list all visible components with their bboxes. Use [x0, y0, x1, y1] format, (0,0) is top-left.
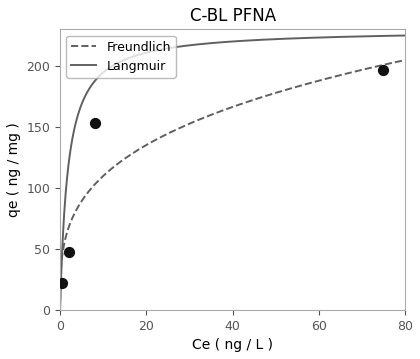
- Point: [91, 120, 98, 126]
- Freundlich: [93, 182, 98, 186]
- Title: C-BL PFNA: C-BL PFNA: [189, 7, 276, 25]
- X-axis label: Ce ( ng / L ): Ce ( ng / L ): [192, 338, 273, 352]
- Langmuir: [294, 36, 299, 41]
- Langmuir: [197, 42, 202, 46]
- Freundlich: [58, 299, 63, 303]
- Freundlich: [333, 74, 338, 79]
- Langmuir: [402, 33, 407, 38]
- Langmuir: [327, 35, 332, 39]
- Langmuir: [93, 78, 98, 83]
- Langmuir: [58, 307, 63, 312]
- Y-axis label: qe ( ng / mg ): qe ( ng / mg ): [7, 122, 21, 217]
- Line: Freundlich: Freundlich: [60, 60, 405, 301]
- Point: [66, 250, 72, 255]
- Legend: Freundlich, Langmuir: Freundlich, Langmuir: [66, 36, 176, 78]
- Freundlich: [294, 84, 299, 89]
- Freundlich: [197, 117, 202, 122]
- Freundlich: [210, 112, 215, 117]
- Langmuir: [333, 35, 338, 39]
- Freundlich: [402, 58, 407, 62]
- Point: [380, 67, 387, 73]
- Freundlich: [327, 76, 332, 80]
- Line: Langmuir: Langmuir: [60, 36, 405, 309]
- Langmuir: [210, 41, 215, 45]
- Point: [59, 280, 66, 286]
